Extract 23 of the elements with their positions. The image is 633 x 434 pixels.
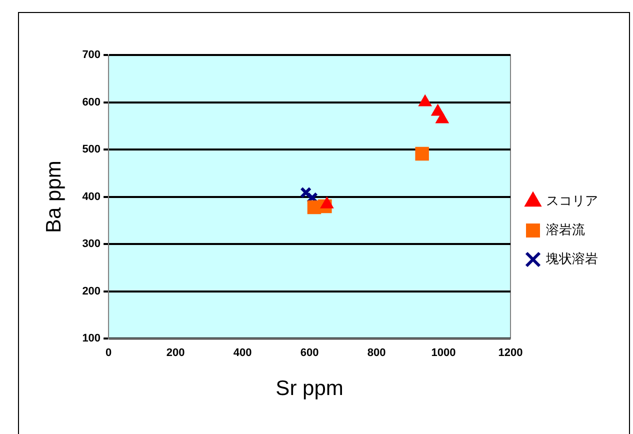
x-tick-label: 200 — [166, 347, 185, 360]
x-tick-label: 0 — [105, 347, 112, 360]
legend-label: 塊状溶岩 — [545, 251, 598, 266]
y-tick-label: 400 — [82, 190, 101, 203]
point — [436, 112, 449, 124]
y-tick-label: 700 — [82, 49, 101, 62]
y-tick-label: 200 — [82, 285, 101, 298]
x-tick-label: 1000 — [431, 347, 456, 360]
legend-label: 溶岩流 — [546, 222, 585, 238]
x-axis-title: Sr ppm — [276, 377, 344, 400]
point — [415, 146, 429, 161]
x-tick-label: 400 — [233, 347, 252, 360]
y-tick-label: 100 — [82, 332, 101, 345]
point — [300, 186, 312, 198]
point — [418, 94, 432, 106]
y-tick-label: 500 — [82, 144, 101, 156]
y-tick-label: 600 — [82, 96, 101, 108]
x-tick-label: 800 — [367, 347, 386, 360]
legend-label: スコリア — [546, 193, 598, 208]
x-tick-label: 600 — [300, 347, 319, 360]
y-tick-label: 300 — [82, 238, 101, 250]
y-axis-title: Ba ppm — [42, 160, 66, 233]
x-tick-label: 1200 — [498, 347, 523, 360]
